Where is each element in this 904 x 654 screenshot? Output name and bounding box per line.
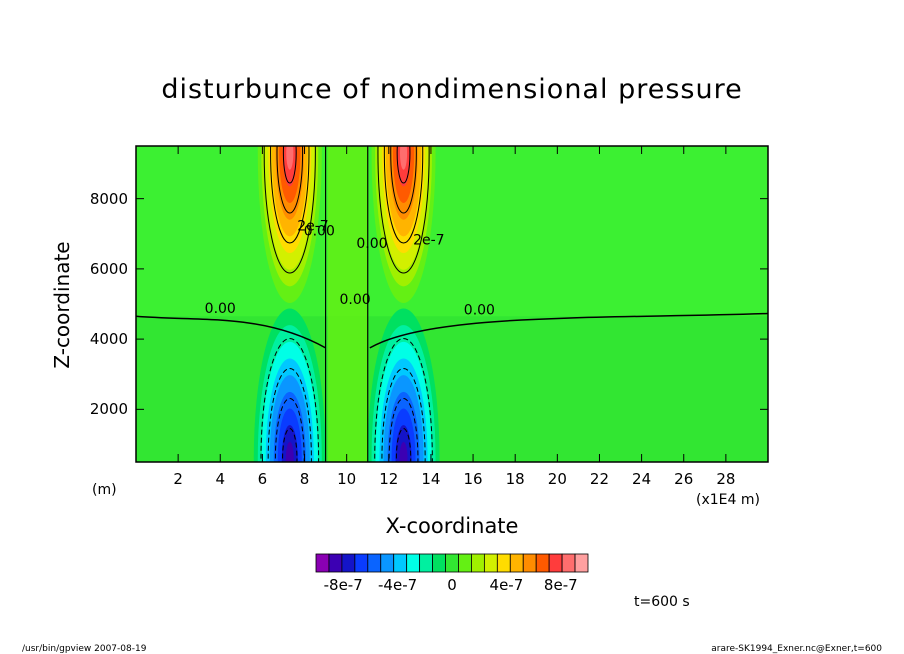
colorbar-label-1: -4e-7 (378, 576, 418, 594)
time-label: t=600 s (634, 594, 690, 610)
pos-contour-0-4 (263, 146, 316, 274)
colorbar-swatch-3 (354, 553, 369, 573)
pos-contour-1-3 (383, 146, 424, 244)
pos-contour-1-2 (390, 146, 417, 214)
contour-label-0: 0.00 (205, 301, 236, 317)
y-tick-label-1: 4000 (89, 330, 128, 349)
y-axis-label: Z-coordinate (50, 241, 74, 369)
colorbar-swatch-10 (445, 553, 459, 573)
colorbar-label-0: -8e-7 (323, 576, 363, 594)
colorbar-swatch-16 (522, 553, 537, 573)
neg-min-0-band-8 (285, 441, 294, 462)
zero-contour (136, 312, 768, 349)
x-axis-label: X-coordinate (385, 514, 519, 538)
colorbar-swatch-12 (471, 553, 485, 573)
colorbar-swatch-14 (496, 553, 511, 573)
colorbar-swatch-9 (432, 553, 446, 573)
y-tick-label-3: 8000 (89, 189, 128, 208)
colorbar-swatch-4 (367, 553, 382, 573)
contour-lines (136, 146, 768, 462)
x-unit-left: (m) (92, 482, 117, 498)
colorbar-swatch-19 (561, 553, 576, 573)
colorbar-swatch-18 (548, 553, 563, 573)
colorbar-swatch-11 (458, 553, 472, 573)
neg-contour-0-4 (260, 338, 320, 462)
colorbar-swatch-5 (380, 553, 395, 573)
colorbar-swatch-15 (509, 553, 524, 573)
x-tick-label-10: 22 (589, 470, 609, 488)
y-tick-label-2: 6000 (89, 259, 128, 278)
x-tick-label-4: 10 (337, 470, 357, 488)
colorbar (315, 553, 589, 573)
y-tick-label-0: 2000 (89, 400, 128, 419)
pos-contour-0-1 (282, 146, 297, 184)
x-tick-label-1: 4 (215, 470, 226, 488)
neg-contour-1-1 (395, 427, 412, 462)
x-tick-label-0: 2 (173, 470, 183, 488)
x-tick-label-13: 28 (716, 470, 736, 488)
x-tick-label-11: 24 (632, 470, 652, 488)
colorbar-swatch-20 (574, 553, 589, 573)
colorbar-label-4: 8e-7 (543, 576, 578, 594)
colorbar-swatch-8 (419, 553, 433, 573)
neg-min-1-band-8 (399, 441, 408, 462)
colorbar-swatch-6 (393, 553, 408, 573)
contour-labels: 0.00 0.000.000.000.00 2e-72e-7 (205, 218, 495, 318)
contour-label-4: 0.00 (356, 236, 387, 252)
pos-contour-0-2 (276, 146, 304, 214)
x-tick-label-9: 20 (547, 470, 567, 488)
colorbar-swatch-1 (328, 553, 343, 573)
contour-label-1: 0.00 (464, 303, 495, 319)
neg-contour-1-4 (374, 338, 433, 462)
x-tick-label-12: 26 (674, 470, 694, 488)
x-unit-right: (x1E4 m) (696, 492, 760, 508)
axis-ticks (136, 146, 768, 462)
pos-contour-0-3 (270, 146, 310, 244)
x-tick-label-6: 14 (421, 470, 441, 488)
colorbar-swatch-17 (535, 553, 550, 573)
upper-region (136, 146, 768, 317)
neg-contour-1-3 (381, 368, 426, 462)
contour-label-2: 0.00 (304, 224, 335, 240)
neg-contour-1-2 (388, 398, 419, 462)
footer-right: arare-SK1994_Exner.nc@Exner,t=600 (711, 644, 882, 654)
neg-contour-0-1 (282, 427, 298, 462)
pos-contour-1-1 (396, 146, 411, 184)
central-channel (327, 146, 368, 462)
colorbar-swatch-7 (406, 553, 421, 573)
x-tick-label-5: 12 (379, 470, 399, 488)
contour-label-5: 2e-7 (413, 232, 444, 248)
contour-label-6: 2e-7 (297, 218, 328, 234)
colorbar-swatch-2 (341, 553, 356, 573)
pos-max-1-band-8 (399, 146, 408, 170)
colorbar-label-3: 4e-7 (489, 576, 524, 594)
x-tick-label-2: 6 (257, 470, 268, 488)
footer-left: /usr/bin/gpview 2007-08-19 (22, 644, 147, 654)
neg-contour-0-3 (267, 368, 312, 462)
colorbar-swatch-13 (483, 553, 498, 573)
x-tick-label-7: 16 (463, 470, 483, 488)
contour-label-3: 0.00 (340, 292, 371, 308)
chart-title: disturbunce of nondimensional pressure (161, 74, 743, 105)
x-tick-label-3: 8 (299, 470, 310, 488)
colorbar-swatch-0 (315, 553, 330, 573)
pos-contour-1-4 (377, 146, 430, 274)
x-tick-label-8: 18 (505, 470, 525, 488)
pos-max-0-band-8 (286, 146, 294, 170)
pressure-field (136, 146, 768, 462)
colorbar-label-2: 0 (447, 576, 457, 594)
plot-frame (135, 145, 769, 463)
